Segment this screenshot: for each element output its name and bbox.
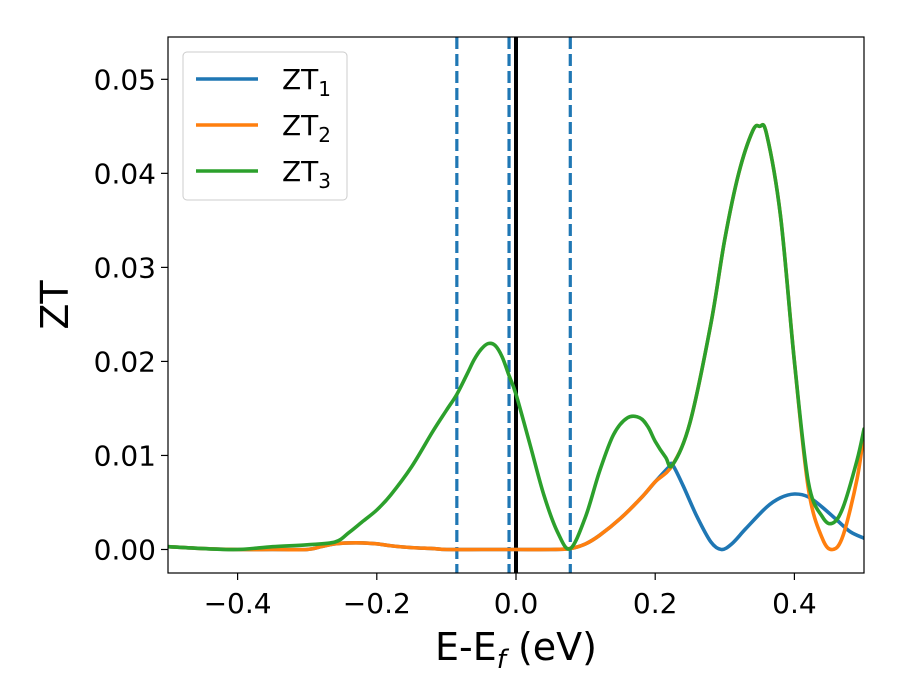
y-tick-label: 0.02 [94,345,156,378]
y-tick-label: 0.05 [94,63,156,96]
x-axis-title: E-Ef (eV) [435,625,597,675]
y-tick-label: 0.01 [94,439,156,472]
legend-frame [182,51,348,201]
y-tick-label: 0.03 [94,251,156,284]
x-tick-label: 0.4 [772,587,817,620]
x-axis-title-suffix: (eV) [506,625,597,669]
x-tick-label: 0.2 [633,587,678,620]
legend-label-zt3: ZT3 [282,155,331,193]
x-tick-label: 0.0 [494,587,539,620]
x-tick-label: −0.4 [204,587,272,620]
legend-label-zt2: ZT2 [282,109,331,147]
series-line-zt3 [168,122,864,552]
x-tick-label: −0.2 [343,587,411,620]
x-axis-title-base: E-E [435,625,497,669]
y-tick-label: 0.04 [94,157,156,190]
legend-label-zt1: ZT1 [282,63,331,101]
y-axis-title: ZT [33,280,77,330]
legend: ZT1 ZT2 ZT3 [182,51,348,201]
y-tick-label: 0.00 [94,533,156,566]
